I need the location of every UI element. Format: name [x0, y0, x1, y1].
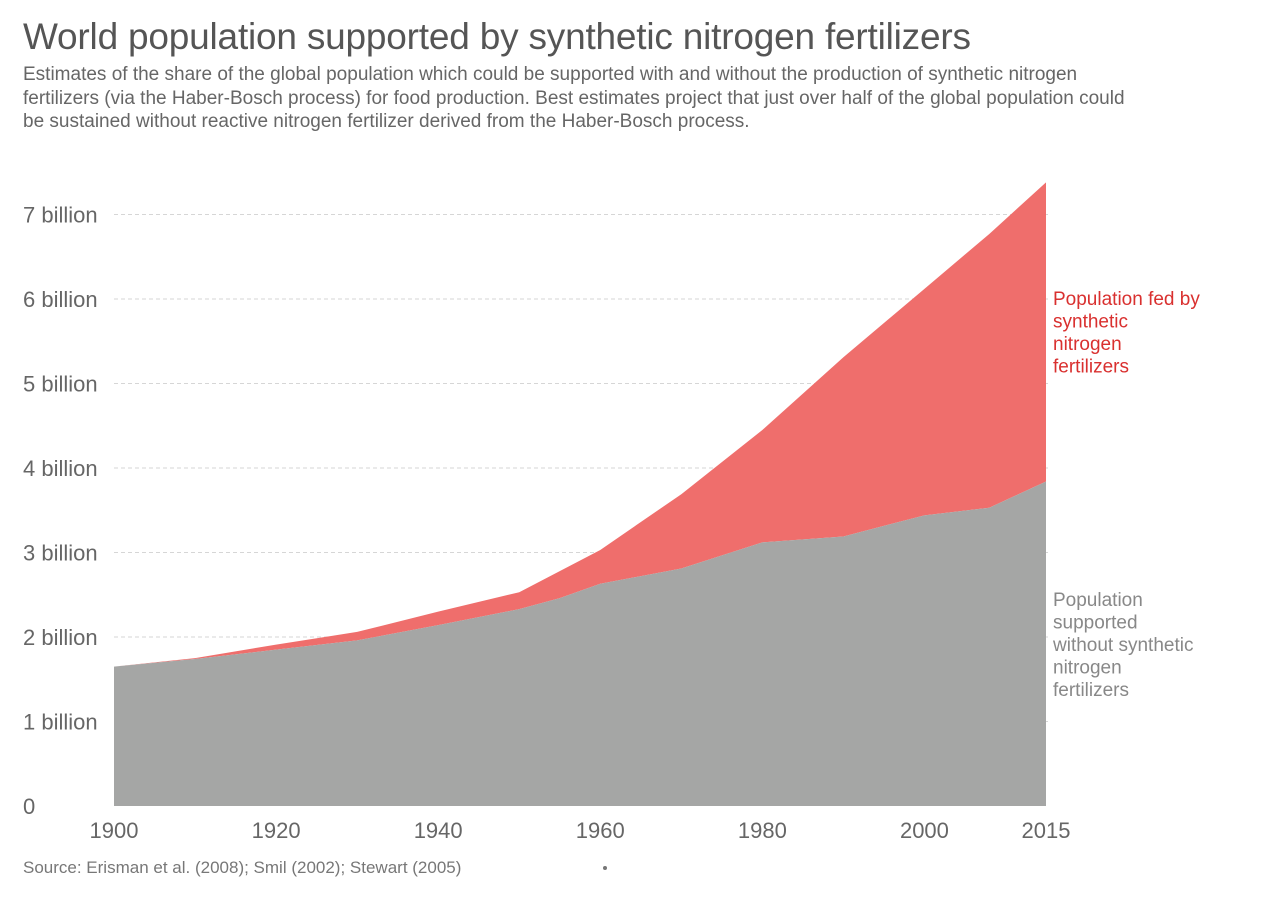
series-label-fed-by-synthetic-fertilizers: synthetic: [1053, 312, 1128, 333]
series-label-fed-by-synthetic-fertilizers: Population fed by: [1053, 289, 1200, 310]
series-label-without-synthetic-fertilizers: nitrogen: [1053, 658, 1122, 679]
y-tick-label: 2 billion: [23, 625, 98, 650]
series-label-without-synthetic-fertilizers: without synthetic: [1052, 635, 1193, 656]
x-tick-label: 2000: [900, 818, 949, 843]
series-label-without-synthetic-fertilizers: fertilizers: [1053, 680, 1129, 701]
chart-title: World population supported by synthetic …: [23, 16, 971, 57]
x-tick-label: 1920: [252, 818, 301, 843]
series-label-fed-by-synthetic-fertilizers: nitrogen: [1053, 334, 1122, 355]
y-tick-label: 0: [23, 794, 35, 819]
y-tick-label: 1 billion: [23, 710, 98, 735]
area-chart: 0 1 billion 2 billion 3 billion 4 billion 5 b…: [23, 182, 1200, 843]
x-tick-label: 1960: [576, 818, 625, 843]
y-tick-label: 7 billion: [23, 203, 98, 228]
separator-dot: [603, 866, 607, 870]
y-axis: 0 1 billion 2 billion 3 billion 4 billion 5 b…: [23, 203, 98, 820]
area-fed-by-synthetic-fertilizers: [114, 182, 1046, 667]
chart-subtitle: Estimates of the share of the global pop…: [23, 64, 1125, 132]
y-tick-label: 6 billion: [23, 287, 98, 312]
plot-areas: [114, 182, 1046, 806]
y-tick-label: 5 billion: [23, 372, 98, 397]
area-without-synthetic-fertilizers: [114, 481, 1046, 806]
x-tick-label: 1980: [738, 818, 787, 843]
x-tick-label: 2015: [1022, 818, 1071, 843]
series-label-without-synthetic-fertilizers: Population: [1053, 590, 1143, 611]
y-tick-label: 4 billion: [23, 456, 98, 481]
series-label-fed-by-synthetic-fertilizers: fertilizers: [1053, 357, 1129, 378]
series-label-without-synthetic-fertilizers: supported: [1053, 613, 1138, 634]
x-tick-label: 1940: [414, 818, 463, 843]
x-tick-label: 1900: [90, 818, 139, 843]
x-axis: 1900 1920 1940 1960 1980 2000 2015: [90, 818, 1071, 843]
source-note: Source: Erisman et al. (2008); Smil (200…: [23, 858, 462, 877]
series-labels: Population fed bysyntheticnitrogenfertil…: [1052, 289, 1200, 701]
y-tick-label: 3 billion: [23, 541, 98, 566]
